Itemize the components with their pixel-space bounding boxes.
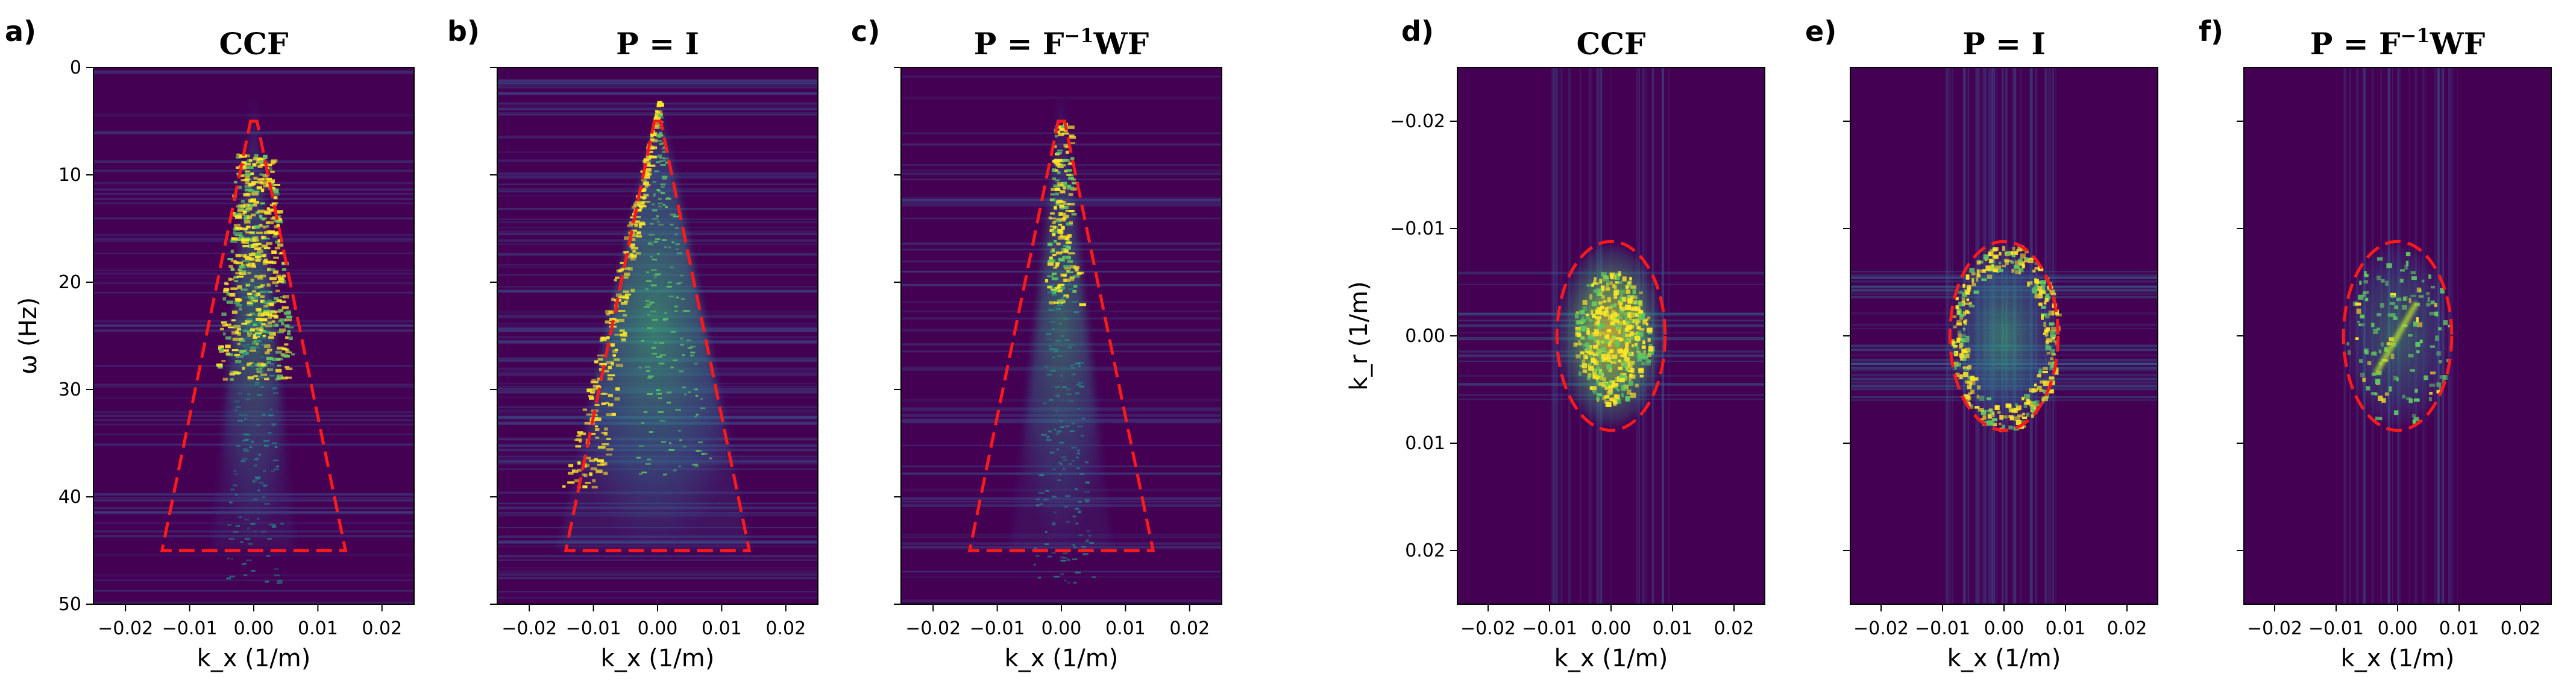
y-axis-label: ω (Hz) xyxy=(14,297,42,375)
y-tick-label: 0.01 xyxy=(1405,433,1445,454)
panel-title: P = F−1WF xyxy=(974,24,1149,62)
x-tick-label: −0.02 xyxy=(1853,618,1909,639)
x-tick-label: 0.02 xyxy=(1714,618,1755,639)
x-tick-label: −0.01 xyxy=(162,618,218,639)
x-axis-label: k_x (1/m) xyxy=(2341,645,2455,672)
x-tick-label: −0.02 xyxy=(905,618,961,639)
panel-e: −0.02 −0.01 0.00 0.01 0.02 k_x (1/m) P = I e) xyxy=(1805,15,2158,672)
panel-letter: a) xyxy=(5,15,36,48)
panel-a: −0.02 −0.01 0.00 0.01 0.02 0 10 20 30 40 50 k_x (1/… xyxy=(5,15,415,672)
x-tick-label: 0.00 xyxy=(2378,618,2418,639)
panel-letter: f) xyxy=(2199,15,2223,48)
x-tick-label: 0.02 xyxy=(2107,618,2147,639)
x-tick-label: 0.00 xyxy=(1591,618,1632,639)
x-tick-label: 0.02 xyxy=(2501,618,2541,639)
ellipse-mask xyxy=(1555,239,1667,432)
x-axis-label: k_x (1/m) xyxy=(601,645,715,672)
x-tick-label: 0.02 xyxy=(362,618,402,639)
x-tick-label: −0.02 xyxy=(98,618,153,639)
panel-letter: b) xyxy=(447,15,480,48)
trapezoid-mask xyxy=(967,119,1155,552)
x-tick-label: −0.02 xyxy=(2247,618,2302,639)
x-tick-label: 0.01 xyxy=(2439,618,2480,639)
panel-letter: e) xyxy=(1805,15,1836,48)
x-tick-label: 0.00 xyxy=(234,618,274,639)
panel-b: −0.02 −0.01 0.00 0.01 0.02 k_x (1/m) P = I b) xyxy=(447,15,818,672)
panel-title: P = F−1WF xyxy=(2310,24,2486,62)
energy-texture xyxy=(901,75,1222,602)
energy-texture xyxy=(497,79,818,599)
y-tick-label: 0.02 xyxy=(1405,540,1445,561)
x-tick-label: −0.01 xyxy=(1915,618,1970,639)
x-axis-label: k_x (1/m) xyxy=(1947,645,2061,672)
y-tick-label: 40 xyxy=(58,487,81,508)
x-tick-label: 0.00 xyxy=(638,618,678,639)
y-axis-label: k_r (1/m) xyxy=(1345,281,1373,390)
x-tick-label: −0.01 xyxy=(2308,618,2364,639)
panel-f: −0.02 −0.01 0.00 0.01 0.02 k_x (1/m) P = F−1WF… xyxy=(2199,15,2552,672)
y-tick-label: 10 xyxy=(58,165,81,186)
x-tick-label: −0.01 xyxy=(1522,618,1577,639)
x-tick-label: −0.02 xyxy=(501,618,557,639)
y-tick-label: −0.01 xyxy=(1390,218,1445,239)
ellipse-mask xyxy=(1948,239,2060,432)
x-tick-label: 0.02 xyxy=(1169,618,1210,639)
x-tick-label: 0.01 xyxy=(702,618,742,639)
x-tick-label: −0.01 xyxy=(566,618,621,639)
x-tick-label: 0.00 xyxy=(1984,618,2025,639)
y-tick-label: −0.02 xyxy=(1390,111,1445,132)
x-tick-label: −0.02 xyxy=(1460,618,1516,639)
panel-letter: d) xyxy=(1401,15,1434,48)
x-tick-label: 0.01 xyxy=(1105,618,1146,639)
panel-title: CCF xyxy=(1576,26,1645,62)
x-tick-label: 0.02 xyxy=(765,618,806,639)
y-tick-label: 50 xyxy=(58,594,81,615)
trapezoid-mask xyxy=(564,119,752,552)
ellipse-mask xyxy=(2342,239,2454,432)
y-tick-label: 0 xyxy=(70,57,81,78)
energy-texture xyxy=(2343,68,2458,604)
x-tick-label: −0.01 xyxy=(970,618,1025,639)
x-tick-label: 0.01 xyxy=(298,618,338,639)
y-tick-label: 0.00 xyxy=(1405,326,1445,347)
panel-d: −0.02 −0.01 0.00 0.01 0.02 −0.02 −0.01 0.00 0.01… xyxy=(1345,15,1765,672)
panel-title: P = I xyxy=(616,26,699,62)
panel-title: P = I xyxy=(1962,26,2046,62)
x-axis-label: k_x (1/m) xyxy=(1005,645,1119,672)
trapezoid-mask xyxy=(160,119,348,552)
x-axis-label: k_x (1/m) xyxy=(1554,645,1668,672)
panel-letter: c) xyxy=(851,15,880,48)
x-tick-label: 0.01 xyxy=(1653,618,1693,639)
x-tick-label: 0.01 xyxy=(2046,618,2086,639)
x-tick-label: 0.00 xyxy=(1041,618,1082,639)
x-axis-label: k_x (1/m) xyxy=(197,645,311,672)
panel-title: CCF xyxy=(219,26,288,62)
y-tick-label: 20 xyxy=(58,272,81,293)
panel-c: −0.02 −0.01 0.00 0.01 0.02 k_x (1/m) P = F−1WF… xyxy=(851,15,1222,672)
y-tick-label: 30 xyxy=(58,379,81,400)
energy-texture xyxy=(93,70,414,604)
